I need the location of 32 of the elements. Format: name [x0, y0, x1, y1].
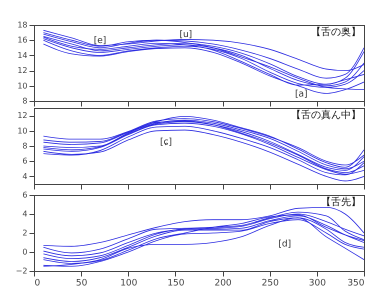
- y-tick-label: 6: [22, 156, 28, 166]
- x-tick-label: 250: [262, 278, 280, 288]
- x-tick-label: 150: [167, 278, 185, 288]
- y-tick-label: 2: [22, 228, 28, 238]
- x-tick-label: 300: [308, 278, 326, 288]
- y-tick-label: 4: [22, 172, 28, 181]
- y-tick-label: −2: [16, 266, 28, 276]
- y-tick-label: 0: [22, 248, 28, 256]
- annotation: [e]: [94, 36, 106, 46]
- x-tick-label: 350: [347, 278, 365, 288]
- annotation: [a]: [295, 89, 308, 100]
- y-tick-label: 14: [17, 50, 28, 60]
- annotation: 【舌先】: [321, 196, 361, 208]
- annotation: 【舌の奥】: [311, 26, 361, 38]
- x-tick-label: 50: [76, 278, 88, 288]
- y-tick-label: 16: [17, 36, 28, 45]
- y-tick-label: 18: [17, 20, 28, 30]
- annotation: 【舌の真ん中】: [291, 109, 361, 121]
- y-tick-label: 8: [22, 96, 28, 106]
- y-tick-label: 4: [22, 210, 28, 218]
- y-tick-label: 8: [22, 142, 28, 150]
- y-tick-label: 10: [17, 81, 28, 90]
- y-tick-label: 10: [17, 126, 28, 136]
- annotation: [u]: [179, 30, 192, 40]
- annotation: [d]: [278, 240, 292, 250]
- x-tick-label: 100: [120, 278, 138, 288]
- annotation: [ɕ]: [160, 137, 172, 148]
- y-tick-label: 12: [17, 111, 28, 120]
- y-tick-label: 12: [17, 66, 28, 76]
- x-tick-label: 200: [214, 278, 232, 288]
- x-tick-label: 0: [34, 278, 40, 288]
- y-tick-label: 6: [22, 190, 28, 200]
